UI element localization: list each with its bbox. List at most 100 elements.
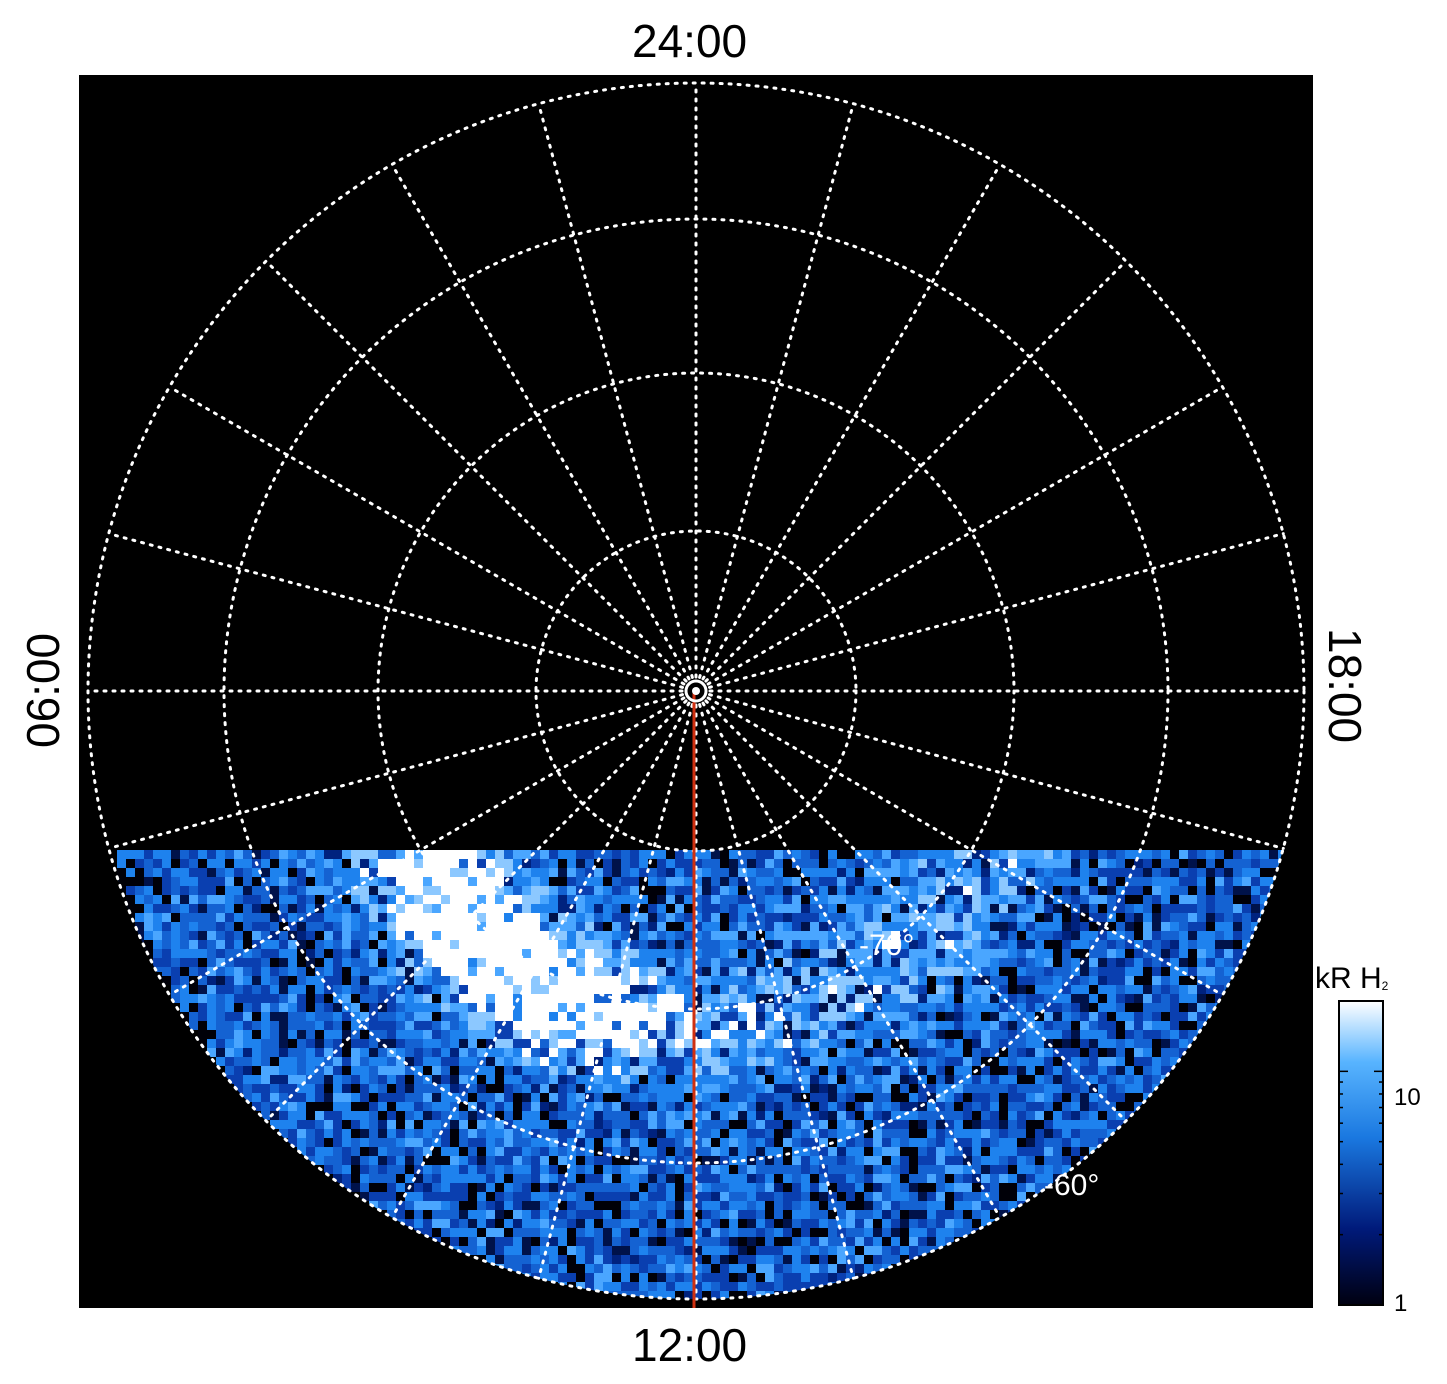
emission-cell [945, 967, 954, 976]
emission-cell [360, 1165, 369, 1174]
emission-cell [1116, 1003, 1125, 1012]
emission-cell [468, 1048, 477, 1057]
emission-cell [297, 1093, 306, 1102]
emission-cell [909, 1201, 918, 1210]
meridian-line [708, 693, 1285, 850]
emission-cell [1062, 1120, 1071, 1129]
emission-cell [585, 976, 594, 985]
emission-cell [648, 1282, 657, 1291]
emission-cell [531, 958, 540, 967]
emission-cell [522, 976, 531, 985]
emission-cell [612, 1273, 621, 1282]
emission-cell [729, 1201, 738, 1210]
emission-cell [252, 1039, 261, 1048]
emission-cell [477, 1075, 486, 1084]
emission-cell [1044, 1066, 1053, 1075]
emission-cell [1089, 1129, 1098, 1138]
emission-cell [909, 1093, 918, 1102]
emission-cell [639, 1111, 648, 1120]
emission-cell [828, 1012, 837, 1021]
emission-cell [918, 1210, 927, 1219]
emission-cell [1143, 1021, 1152, 1030]
emission-cell [540, 1093, 549, 1102]
emission-cell [324, 1039, 333, 1048]
emission-cell [396, 1201, 405, 1210]
emission-cell [549, 1165, 558, 1174]
emission-cell [540, 1192, 549, 1201]
emission-cell [720, 1201, 729, 1210]
emission-cell [1080, 1084, 1089, 1093]
emission-cell [459, 1129, 468, 1138]
emission-cell [567, 1192, 576, 1201]
emission-cell [1089, 967, 1098, 976]
emission-cell [243, 1048, 252, 1057]
emission-cell [549, 976, 558, 985]
emission-cell [891, 1075, 900, 1084]
emission-cell [360, 1030, 369, 1039]
emission-cell [261, 1021, 270, 1030]
emission-cell [630, 985, 639, 994]
emission-cell [891, 1030, 900, 1039]
emission-cell [774, 1237, 783, 1246]
emission-cell [855, 1084, 864, 1093]
emission-cell [648, 1030, 657, 1039]
emission-cell [558, 1201, 567, 1210]
emission-cell [639, 1030, 648, 1039]
emission-cell [1152, 958, 1161, 967]
emission-cell [630, 1219, 639, 1228]
emission-cell [666, 1012, 675, 1021]
emission-cell [648, 1084, 657, 1093]
emission-cell [486, 1201, 495, 1210]
emission-cell [918, 958, 927, 967]
emission-cell [846, 1237, 855, 1246]
emission-cell [576, 1174, 585, 1183]
emission-cell [702, 1201, 711, 1210]
emission-cell [468, 1201, 477, 1210]
emission-cell [441, 1012, 450, 1021]
emission-cell [630, 1138, 639, 1147]
emission-cell [342, 994, 351, 1003]
emission-cell [513, 1237, 522, 1246]
meridian-line [537, 102, 694, 679]
emission-cell [558, 1057, 567, 1066]
emission-cell [414, 1183, 423, 1192]
emission-cell [594, 1138, 603, 1147]
emission-cell [612, 1030, 621, 1039]
emission-cell [972, 958, 981, 967]
emission-cell [846, 1120, 855, 1129]
emission-cell [612, 1264, 621, 1273]
emission-cell [324, 967, 333, 976]
emission-cell [360, 967, 369, 976]
emission-cell [549, 1066, 558, 1075]
emission-cell [747, 1012, 756, 1021]
emission-cell [666, 1048, 675, 1057]
emission-cell [432, 1003, 441, 1012]
emission-cell [342, 1138, 351, 1147]
emission-cell [567, 1012, 576, 1021]
emission-cell [972, 1120, 981, 1129]
emission-cell [567, 1201, 576, 1210]
emission-cell [963, 1219, 972, 1228]
emission-cell [738, 1039, 747, 1048]
emission-cell [558, 985, 567, 994]
latitude-label-70: -70° [859, 929, 914, 962]
emission-cell [450, 1237, 459, 1246]
emission-cell [711, 1039, 720, 1048]
emission-cell [783, 1228, 792, 1237]
emission-cell [747, 1129, 756, 1138]
emission-cell [747, 1147, 756, 1156]
emission-cell [1044, 1129, 1053, 1138]
emission-cell [1062, 1066, 1071, 1075]
emission-cell [990, 1066, 999, 1075]
emission-cell [1170, 1039, 1179, 1048]
emission-cell [936, 1129, 945, 1138]
emission-cell [477, 1147, 486, 1156]
emission-cell [783, 1075, 792, 1084]
emission-cell [981, 1174, 990, 1183]
emission-cell [1206, 1003, 1215, 1012]
emission-cell [1017, 1174, 1026, 1183]
emission-cell [558, 1003, 567, 1012]
emission-cell [432, 1210, 441, 1219]
emission-cell [594, 1255, 603, 1264]
emission-cell [675, 958, 684, 967]
